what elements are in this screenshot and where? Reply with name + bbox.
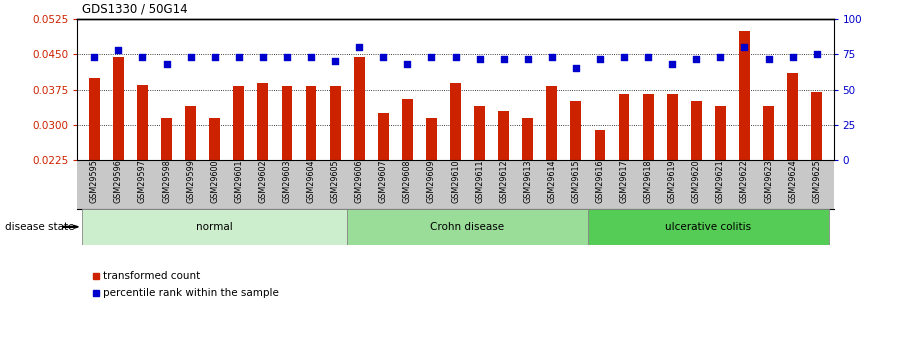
Bar — [426, 118, 437, 160]
Bar — [595, 130, 606, 160]
Bar — [113, 57, 124, 160]
Text: disease state: disease state — [5, 222, 74, 232]
Point — [280, 55, 294, 60]
Point — [111, 47, 126, 53]
Point — [425, 55, 439, 60]
Bar — [258, 82, 268, 160]
Text: percentile rank within the sample: percentile rank within the sample — [103, 288, 279, 298]
Bar — [812, 92, 822, 160]
Point — [568, 66, 583, 71]
Bar — [161, 118, 172, 160]
Text: normal: normal — [196, 222, 233, 232]
Text: ulcerative colitis: ulcerative colitis — [665, 222, 752, 232]
Point — [665, 61, 680, 67]
Bar — [353, 57, 364, 160]
Bar — [137, 85, 148, 160]
Point — [617, 55, 631, 60]
Bar — [378, 113, 389, 160]
Text: transformed count: transformed count — [103, 271, 200, 281]
Bar — [715, 106, 726, 160]
Point — [376, 55, 391, 60]
Bar — [570, 101, 581, 160]
Bar — [474, 106, 485, 160]
Bar — [787, 73, 798, 160]
Point — [183, 55, 198, 60]
Bar — [305, 86, 316, 160]
Point — [159, 61, 174, 67]
Point — [496, 56, 511, 61]
Bar — [643, 95, 653, 160]
Bar — [402, 99, 413, 160]
Point — [303, 55, 318, 60]
Bar — [691, 101, 701, 160]
Text: GDS1330 / 50G14: GDS1330 / 50G14 — [82, 2, 188, 16]
Bar — [667, 95, 678, 160]
Point — [135, 55, 149, 60]
Bar — [185, 106, 196, 160]
Point — [593, 56, 608, 61]
Bar — [82, 209, 347, 245]
Point — [520, 56, 535, 61]
Point — [208, 55, 222, 60]
Bar — [588, 209, 829, 245]
Point — [689, 56, 703, 61]
Point — [809, 52, 824, 57]
Point — [713, 55, 728, 60]
Point — [448, 55, 463, 60]
Point — [762, 56, 776, 61]
Point — [640, 55, 655, 60]
Bar — [619, 95, 630, 160]
Bar — [547, 86, 558, 160]
Bar — [450, 82, 461, 160]
Point — [785, 55, 800, 60]
Point — [256, 55, 271, 60]
Point — [231, 55, 246, 60]
Point — [400, 61, 415, 67]
Bar — [498, 111, 509, 160]
Bar — [763, 106, 774, 160]
Bar — [330, 86, 341, 160]
Bar — [210, 118, 220, 160]
Point — [352, 45, 366, 50]
Point — [472, 56, 486, 61]
Bar — [739, 31, 750, 160]
Text: Crohn disease: Crohn disease — [431, 222, 505, 232]
Bar — [233, 86, 244, 160]
Bar — [281, 86, 292, 160]
Point — [328, 59, 343, 64]
Point — [545, 55, 559, 60]
Point — [737, 45, 752, 50]
Bar — [522, 118, 533, 160]
Bar — [89, 78, 99, 160]
Bar — [347, 209, 588, 245]
Point — [87, 55, 102, 60]
